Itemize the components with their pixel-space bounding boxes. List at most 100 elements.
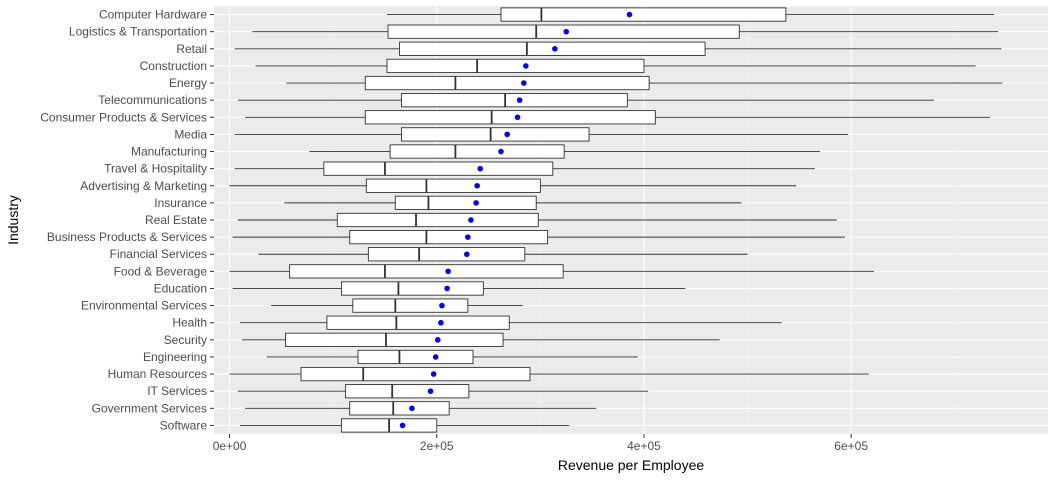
mean-point — [409, 405, 415, 412]
y-tick-label: Government Services — [92, 401, 207, 415]
y-tick-label: Education — [154, 281, 207, 295]
y-tick-label: Software — [160, 418, 208, 432]
y-tick-label: Telecommunications — [98, 93, 207, 107]
x-axis-title: Revenue per Employee — [558, 457, 705, 473]
box-group — [229, 366, 869, 382]
y-axis: Computer Hardware Logistics & Transportat… — [40, 8, 214, 432]
iqr-box — [500, 7, 787, 22]
box-group — [266, 349, 638, 365]
y-tick-label: Energy — [169, 76, 207, 90]
iqr-box — [401, 93, 628, 108]
mean-point — [520, 80, 527, 86]
x-axis: 0e+00 2e+05 4e+05 6e+05 — [213, 434, 868, 453]
iqr-box — [389, 144, 565, 159]
iqr-box — [300, 366, 531, 382]
box-group — [284, 195, 742, 211]
y-tick-label: Environmental Services — [81, 299, 207, 313]
y-tick-label: Financial Services — [110, 247, 207, 261]
box-group — [229, 178, 797, 193]
iqr-box — [401, 127, 590, 142]
iqr-box — [326, 315, 510, 330]
mean-point — [498, 148, 504, 155]
iqr-box — [323, 161, 554, 176]
mean-point — [430, 371, 437, 377]
iqr-box — [352, 298, 469, 313]
y-tick-label: Media — [174, 127, 207, 141]
y-tick-label: Manufacturing — [131, 145, 207, 159]
box-group — [239, 315, 782, 330]
y-tick-label: Insurance — [154, 196, 207, 210]
y-tick-label: Construction — [140, 59, 207, 73]
y-tick-label: Security — [164, 333, 207, 347]
mean-point — [445, 268, 451, 275]
box-group — [252, 24, 999, 39]
y-tick-label: Advertising & Marketing — [80, 179, 207, 193]
mean-point — [523, 63, 529, 69]
box-group — [241, 332, 720, 347]
x-tick-label: 0e+00 — [213, 439, 247, 453]
mean-point — [432, 354, 439, 360]
iqr-box — [367, 247, 526, 262]
iqr-box — [386, 58, 645, 74]
mean-point — [465, 234, 471, 240]
iqr-box — [365, 178, 541, 193]
box-group — [229, 264, 874, 279]
box-group — [232, 229, 845, 245]
mean-point — [477, 165, 484, 172]
mean-point — [434, 337, 441, 343]
boxes-layer — [229, 7, 1003, 433]
y-tick-label: Real Estate — [145, 213, 207, 227]
mean-point — [563, 28, 570, 35]
mean-point — [463, 251, 470, 258]
box-group — [258, 247, 748, 262]
box-group — [234, 41, 1002, 56]
iqr-box — [285, 332, 504, 347]
y-tick-label: Travel & Hospitality — [104, 162, 207, 176]
iqr-box — [364, 75, 650, 91]
iqr-box — [357, 349, 474, 365]
iqr-box — [336, 212, 539, 228]
mean-point — [427, 388, 434, 395]
mean-point — [626, 11, 633, 18]
mean-point — [552, 46, 558, 52]
y-tick-label: Business Products & Services — [47, 230, 207, 244]
iqr-box — [349, 229, 549, 245]
box-group — [239, 418, 570, 433]
box-group — [237, 212, 837, 228]
iqr-box — [340, 281, 484, 296]
box-group — [245, 110, 990, 125]
box-group — [270, 298, 523, 313]
x-tick-label: 4e+05 — [627, 439, 661, 453]
iqr-box — [345, 384, 470, 399]
mean-point — [439, 302, 445, 309]
mean-point — [473, 200, 479, 206]
box-group — [387, 7, 995, 22]
mean-point — [468, 217, 474, 223]
y-tick-label: Retail — [176, 42, 207, 56]
x-tick-label: 6e+05 — [834, 439, 868, 453]
box-group — [232, 281, 686, 296]
box-group — [237, 93, 935, 108]
box-group — [237, 384, 649, 399]
box-group — [234, 127, 849, 142]
y-tick-label: Logistics & Transportation — [69, 25, 207, 39]
mean-point — [438, 319, 444, 326]
y-tick-label: IT Services — [147, 384, 207, 398]
y-tick-label: Consumer Products & Services — [40, 110, 207, 124]
box-group — [309, 144, 821, 159]
iqr-box — [364, 110, 656, 125]
y-axis-title: Industry — [5, 195, 21, 245]
mean-point — [444, 285, 450, 292]
box-group — [245, 401, 597, 416]
y-tick-label: Human Resources — [108, 367, 207, 381]
mean-point — [474, 182, 480, 189]
mean-point — [514, 114, 521, 121]
mean-point — [516, 97, 523, 103]
x-tick-label: 2e+05 — [420, 439, 454, 453]
y-tick-label: Health — [172, 316, 207, 330]
iqr-box — [349, 401, 450, 416]
iqr-box — [289, 264, 564, 279]
y-tick-label: Food & Beverage — [114, 264, 208, 278]
y-tick-label: Engineering — [143, 350, 207, 364]
